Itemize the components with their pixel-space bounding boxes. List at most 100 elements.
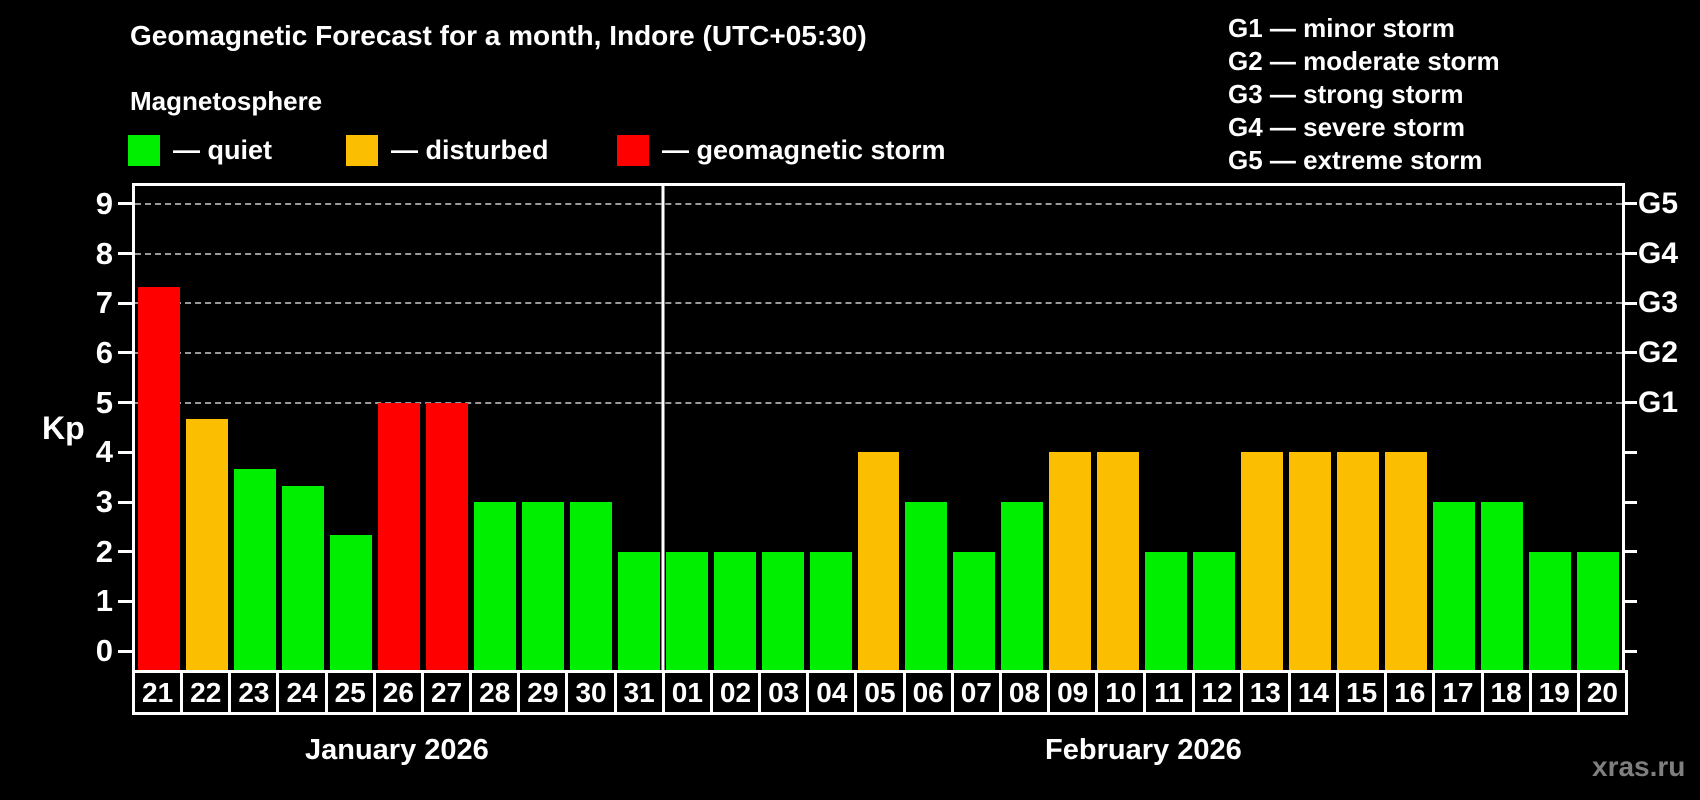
quiet-color-swatch	[128, 134, 160, 166]
legend-item-storm: — geomagnetic storm	[617, 134, 946, 166]
y-axis-tick	[118, 450, 132, 454]
y-axis-label: 6	[95, 334, 113, 370]
y-axis-tick	[118, 401, 132, 405]
kp-bar	[377, 402, 420, 670]
y-axis-tick	[118, 351, 132, 355]
day-label-cell: 06	[902, 670, 954, 715]
day-label-cell: 27	[420, 670, 473, 715]
y-axis-tick	[118, 252, 132, 256]
day-label-cell: 05	[854, 670, 906, 715]
right-axis-tick	[1623, 351, 1637, 355]
day-label-cell: 07	[950, 670, 1002, 715]
right-axis-tick	[1623, 252, 1637, 256]
day-label-cell: 24	[276, 670, 328, 715]
day-label-cell: 28	[469, 670, 521, 715]
grid-line-kp9	[135, 202, 1622, 205]
kp-bar	[1385, 452, 1428, 670]
legend-item-disturbed: — disturbed	[346, 134, 549, 166]
chart-plot-area: 0 1 2 3 4 5 6 7 8 9 G1 G2 G3 G4 G5	[96, 183, 1678, 670]
kp-axis-title: Kp	[42, 410, 85, 446]
g-scale-label-g1: G1	[1638, 385, 1679, 419]
y-axis-label: 2	[95, 533, 113, 569]
kp-bar	[809, 551, 852, 670]
day-label-cell: 14	[1287, 670, 1340, 715]
kp-bar	[138, 286, 180, 670]
g-scale-legend-item: G5 — extreme storm	[1228, 145, 1483, 175]
y-axis-label: 5	[95, 384, 113, 420]
kp-bar	[569, 502, 612, 670]
g-scale-label-g5: G5	[1638, 186, 1679, 220]
grid-line-kp8	[135, 252, 1622, 255]
day-label-cell: 10	[1095, 670, 1147, 715]
legend-label-storm: — geomagnetic storm	[662, 134, 946, 165]
storm-color-swatch	[617, 134, 649, 166]
g-scale-label-g4: G4	[1638, 236, 1679, 270]
day-label-cell: 03	[758, 670, 810, 715]
day-label-cell: 26	[372, 670, 424, 715]
kp-bar	[665, 551, 708, 670]
month-label-february: February 2026	[1045, 734, 1242, 766]
day-label-cell: 11	[1143, 670, 1195, 715]
y-axis-label: 9	[95, 185, 113, 221]
kp-bar	[713, 551, 756, 670]
kp-bar	[1481, 502, 1524, 670]
kp-bar	[1001, 502, 1044, 670]
kp-bar	[1097, 452, 1140, 670]
right-axis-tick	[1623, 401, 1637, 405]
kp-bar	[1433, 502, 1476, 670]
kp-bar	[617, 551, 660, 670]
y-axis-tick	[118, 202, 132, 206]
magnetosphere-label: Magnetosphere	[130, 86, 323, 116]
day-label-cell: 22	[180, 670, 232, 715]
g-scale-legend-item: G2 — moderate storm	[1228, 46, 1500, 76]
day-label-cell: 15	[1336, 670, 1388, 715]
y-axis-tick	[118, 550, 132, 554]
day-label-cell: 20	[1576, 670, 1628, 715]
g-scale-label-g2: G2	[1638, 335, 1679, 369]
right-axis-tick	[1623, 450, 1637, 454]
grid-line-kp6	[135, 351, 1622, 354]
kp-bar	[1241, 452, 1284, 670]
day-label-cell: 17	[1432, 670, 1484, 715]
day-label-cell: 16	[1384, 670, 1436, 715]
month-separator-line	[661, 186, 665, 670]
day-label-cell: 19	[1528, 670, 1580, 715]
y-axis-label: 3	[95, 484, 113, 520]
g-scale-label-g3: G3	[1638, 286, 1679, 320]
watermark-xras: xras.ru	[1592, 751, 1686, 782]
disturbed-color-swatch	[346, 134, 378, 166]
legend-label-quiet: — quiet	[173, 134, 272, 165]
kp-bar	[1193, 551, 1236, 670]
day-label-cell: 09	[1047, 670, 1099, 715]
kp-bar	[1145, 551, 1188, 670]
day-label-cell: 25	[324, 670, 376, 715]
y-axis-label: 1	[95, 583, 113, 619]
kp-bar	[473, 502, 516, 670]
g-scale-legend-item: G1 — minor storm	[1228, 13, 1455, 43]
day-label-cell: 21	[132, 670, 184, 715]
right-axis-tick	[1623, 550, 1637, 554]
kp-bar	[905, 502, 948, 670]
y-axis-tick	[118, 301, 132, 305]
kp-bar	[1577, 551, 1619, 670]
kp-bar	[233, 468, 276, 670]
kp-bar	[425, 402, 468, 670]
page-title: Geomagnetic Forecast for a month, Indore…	[130, 20, 867, 51]
day-label-cell: 23	[228, 670, 280, 715]
right-axis-tick	[1623, 202, 1637, 206]
kp-bar	[1289, 452, 1332, 670]
y-axis-label: 4	[95, 434, 113, 470]
y-axis-label: 8	[95, 235, 113, 271]
grid-line-kp7	[135, 302, 1622, 305]
legend-label-disturbed: — disturbed	[391, 134, 549, 165]
kp-bar	[1529, 551, 1572, 670]
y-axis-tick	[118, 599, 132, 603]
day-label-cell: 04	[806, 670, 858, 715]
kp-bar	[857, 452, 900, 670]
day-label-cell: 30	[565, 670, 617, 715]
day-label-cell: 08	[998, 670, 1051, 715]
month-label-january: January 2026	[304, 734, 489, 766]
day-label-cell: 18	[1480, 670, 1532, 715]
kp-bar	[281, 485, 324, 670]
